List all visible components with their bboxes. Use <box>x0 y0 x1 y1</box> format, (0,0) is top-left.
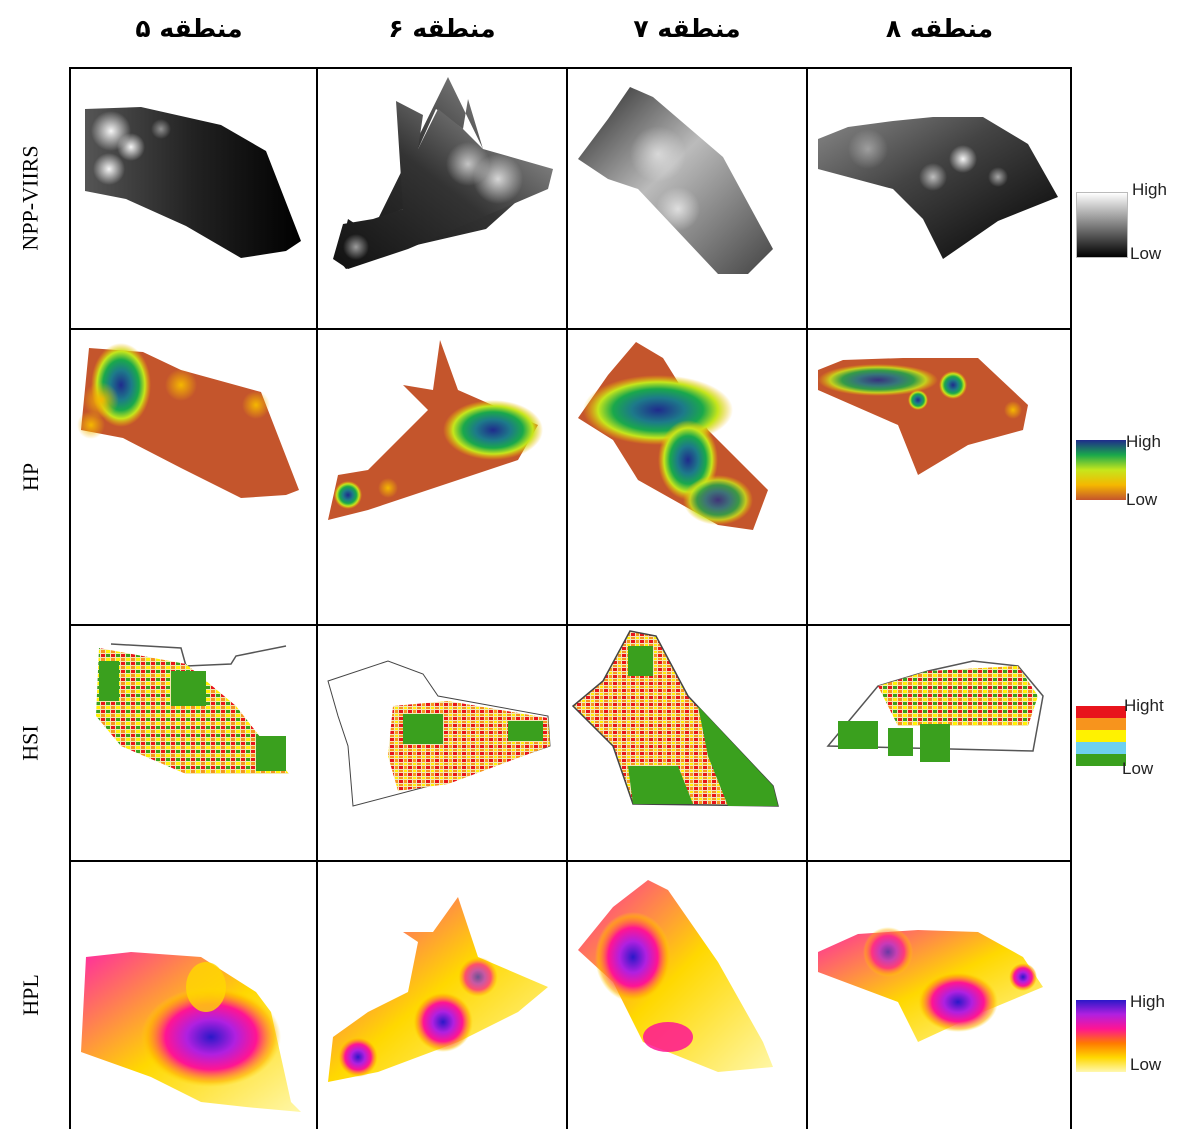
column-header-zone-6: منطقه ۶ <box>388 14 496 43</box>
map-npp-viirs-zone-5 <box>71 69 316 328</box>
map-hp-zone-6 <box>318 330 566 624</box>
legend-low-label: Low <box>1130 244 1162 263</box>
map-npp-viirs-zone-6 <box>318 69 566 328</box>
map-hsi-zone-6 <box>318 626 566 860</box>
map-hpl-zone-6 <box>318 862 566 1129</box>
map-hsi-zone-7 <box>568 626 806 860</box>
legend-hpl: High Low <box>1076 992 1176 1082</box>
legend-high-label: High <box>1126 432 1161 451</box>
legend-low-label: Low <box>1122 759 1154 778</box>
map-npp-viirs-zone-8 <box>808 69 1070 328</box>
legend-high-label: High <box>1132 180 1167 199</box>
map-hpl-zone-7 <box>568 862 806 1129</box>
legend-high-label: High <box>1130 992 1165 1011</box>
map-hpl-zone-8 <box>808 862 1070 1129</box>
legend-npp-viirs: High Low <box>1076 180 1176 263</box>
map-hpl-zone-5 <box>71 862 316 1129</box>
row-header-hpl: HPL <box>18 974 43 1016</box>
legend-hsi: Hight Low <box>1076 696 1176 778</box>
map-grid <box>69 67 1072 1129</box>
map-hp-zone-8 <box>808 330 1070 624</box>
row-header-npp-viirs: NPP-VIIRS <box>18 145 44 251</box>
legend-low-label: Low <box>1126 490 1158 509</box>
column-header-zone-8: منطقه ۸ <box>885 14 994 43</box>
column-header-zone-7: منطقه ۷ <box>633 14 741 43</box>
map-hsi-zone-5 <box>71 626 316 860</box>
row-header-hp: HP <box>18 462 43 492</box>
legend-low-label: Low <box>1130 1055 1162 1074</box>
column-header-zone-5: منطقه ۵ <box>135 14 243 43</box>
map-npp-viirs-zone-7 <box>568 69 806 328</box>
legend-hp: High Low <box>1076 432 1176 512</box>
row-header-hsi: HSI <box>17 725 43 761</box>
map-hp-zone-7 <box>568 330 806 624</box>
map-hsi-zone-8 <box>808 626 1070 860</box>
map-hp-zone-5 <box>71 330 316 624</box>
legend-high-label: Hight <box>1124 696 1164 715</box>
